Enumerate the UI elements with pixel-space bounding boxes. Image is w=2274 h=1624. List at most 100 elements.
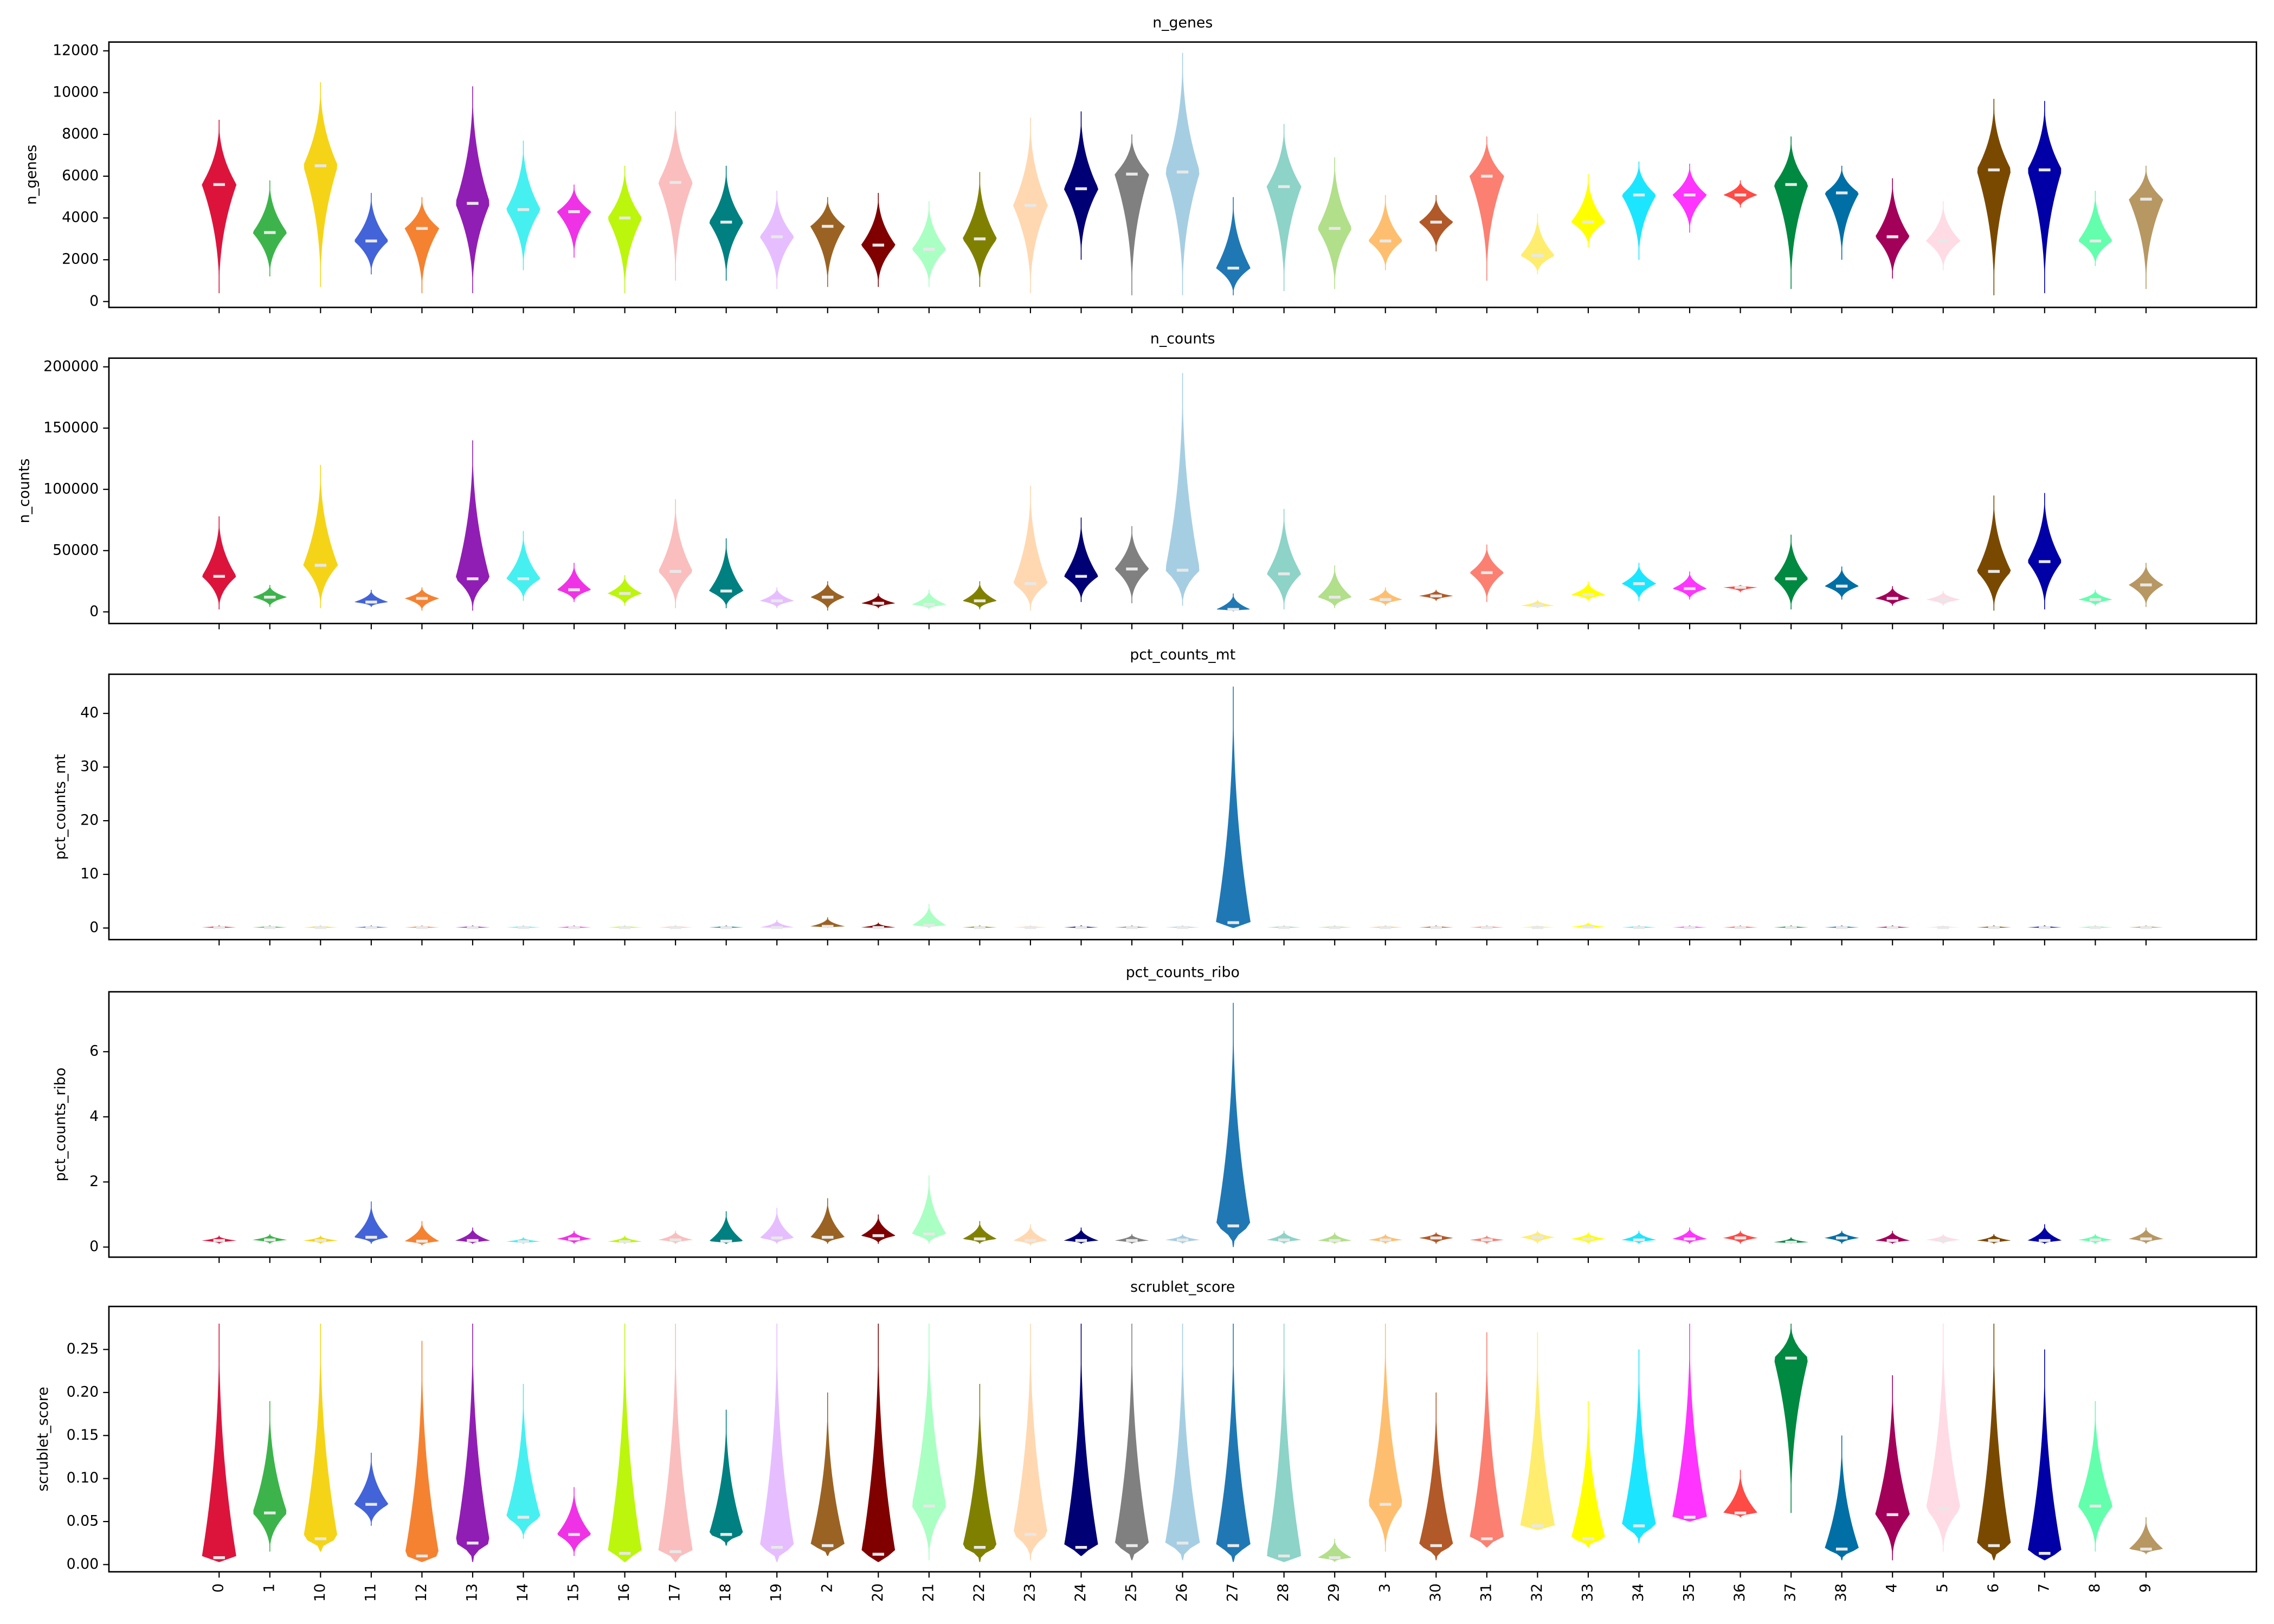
violin [1672, 1323, 1707, 1522]
y-tick-label: 8000 [62, 125, 99, 142]
x-tick-label: 38 [1833, 1583, 1850, 1602]
y-tick-label: 4 [89, 1108, 99, 1125]
violin [1571, 581, 1605, 601]
violin [1318, 1538, 1352, 1562]
y-tick-label: 0.15 [67, 1427, 99, 1443]
y-tick-label: 10 [80, 866, 99, 882]
violin [355, 590, 388, 607]
x-tick-label: 14 [514, 1583, 531, 1602]
violin [2128, 1227, 2164, 1244]
violin [1369, 1323, 1402, 1552]
violin [1267, 508, 1302, 610]
x-tick-label: 9 [2137, 1583, 2154, 1593]
violin [1064, 517, 1098, 602]
panel-title: pct_counts_mt [1130, 647, 1235, 663]
y-tick-label: 0.05 [67, 1513, 99, 1530]
panel-frame [108, 673, 2257, 940]
x-tick-label: 27 [1225, 1583, 1241, 1602]
violin [2028, 101, 2062, 293]
violin [506, 531, 540, 601]
violin [1925, 201, 1961, 270]
violin [1774, 1323, 1808, 1513]
violin [202, 1323, 236, 1562]
violin [1977, 495, 2011, 611]
violin [1825, 566, 1859, 600]
violin [304, 82, 338, 287]
y-tick-label: 2000 [62, 251, 99, 268]
violin [1470, 1332, 1504, 1548]
violin [861, 192, 896, 287]
x-tick-label: 36 [1731, 1583, 1748, 1602]
x-tick-label: 6 [1985, 1583, 2002, 1593]
x-tick-label: 8 [2086, 1583, 2103, 1593]
y-axis-label: n_counts [16, 459, 33, 524]
violin [1621, 563, 1657, 601]
x-tick-label: 13 [463, 1583, 480, 1602]
violin [2027, 1349, 2062, 1561]
y-tick-label: 40 [80, 705, 99, 721]
violin [708, 538, 744, 609]
violin [1318, 157, 1351, 289]
violin [1369, 587, 1402, 606]
violin [710, 1211, 743, 1244]
y-tick-label: 2 [89, 1173, 99, 1190]
violin [556, 1230, 592, 1244]
violin [1672, 571, 1707, 600]
violin [658, 111, 693, 281]
x-tick-label: 3 [1376, 1583, 1393, 1593]
violin [608, 1235, 642, 1244]
violin [861, 593, 895, 609]
violin [1469, 136, 1504, 281]
violin [1165, 53, 1200, 295]
violin [912, 904, 946, 929]
y-axis-label: pct_counts_mt [52, 754, 69, 860]
violin [1622, 162, 1656, 260]
violin [1064, 1227, 1099, 1244]
y-tick-label: 200000 [43, 358, 99, 375]
x-tick-label: 17 [667, 1583, 684, 1602]
x-tick-label: 11 [362, 1583, 379, 1602]
violin [912, 201, 946, 287]
y-tick-label: 6 [89, 1043, 99, 1060]
x-tick-label: 16 [616, 1583, 633, 1602]
x-tick-label: 25 [1123, 1583, 1140, 1602]
violin [861, 1214, 896, 1244]
violin [963, 172, 997, 287]
x-tick-label: 30 [1427, 1583, 1444, 1602]
violin [659, 499, 692, 609]
violin [1267, 1323, 1302, 1562]
y-tick-label: 0.00 [67, 1556, 99, 1573]
violin [2129, 165, 2163, 289]
violin [557, 1487, 591, 1556]
x-tick-label: 15 [565, 1583, 582, 1602]
violin [911, 590, 946, 610]
violin [1115, 134, 1149, 295]
violin [1115, 1234, 1149, 1244]
violin [810, 1198, 845, 1244]
violin [1977, 1323, 2011, 1561]
violin [658, 1230, 693, 1244]
violin [1825, 1435, 1859, 1561]
x-tick-label: 22 [971, 1583, 988, 1602]
violin [2078, 1401, 2112, 1552]
violin [1875, 1375, 1910, 1561]
violin [2028, 493, 2062, 610]
x-tick-label: 7 [2035, 1583, 2052, 1593]
panel-frame [108, 991, 2257, 1258]
violin [202, 119, 237, 293]
violin [1926, 1323, 1960, 1552]
violin [1064, 111, 1099, 260]
x-tick-label: 10 [312, 1583, 328, 1602]
violin [1014, 1224, 1047, 1246]
violin [2079, 590, 2112, 606]
x-tick-label: 4 [1884, 1583, 1901, 1593]
violin [455, 1227, 491, 1244]
violin [202, 516, 236, 610]
violin [1521, 214, 1555, 275]
violin [1216, 686, 1251, 929]
violin [1521, 600, 1555, 609]
y-axis-label: n_genes [23, 145, 40, 205]
violin [759, 920, 794, 929]
